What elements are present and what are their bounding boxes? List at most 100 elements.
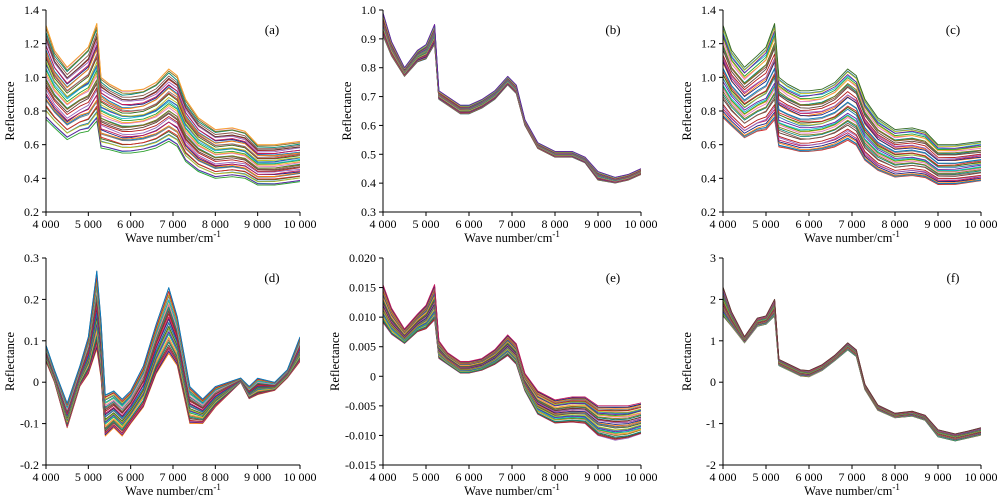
y-tick-label: 0 (33, 375, 39, 389)
spectrum-line (723, 68, 981, 165)
y-tick-label: 0.8 (701, 104, 716, 118)
y-axis-label: Reflectance (680, 81, 694, 140)
y-tick-label: 1.4 (24, 3, 39, 17)
x-tick-label: 8 000 (882, 470, 909, 484)
spectrum-line (723, 67, 981, 164)
spectrum-line (723, 71, 981, 166)
y-tick-label: 1.0 (361, 3, 376, 17)
x-tick-label: 5 000 (413, 470, 440, 484)
x-tick-label: 6 000 (456, 470, 483, 484)
y-tick-label: 0.005 (349, 340, 376, 354)
panel-label: (a) (265, 22, 279, 37)
spectrum-line (723, 293, 981, 436)
spectrum-line (723, 309, 981, 440)
spectrum-line (46, 312, 300, 419)
x-tick-label: 9 000 (925, 217, 952, 231)
spectrum-line (723, 116, 981, 185)
x-tick-label: 6 000 (796, 217, 823, 231)
spectrum-line (723, 286, 981, 435)
spectrum-line (723, 294, 981, 437)
y-tick-label: -0.005 (345, 399, 376, 413)
spectrum-line (46, 28, 300, 148)
x-tick-label: 10 000 (625, 217, 658, 231)
spectra-curves (46, 270, 300, 437)
spectrum-line (723, 105, 981, 180)
x-tick-label: 7 000 (499, 217, 526, 231)
x-tick-label: 4 000 (370, 217, 397, 231)
x-tick-label: 9 000 (585, 470, 612, 484)
spectrum-line (723, 86, 981, 172)
spectrum-line (723, 110, 981, 182)
x-tick-label: 5 000 (75, 217, 102, 231)
spectrum-line (383, 20, 641, 180)
spectrum-line (383, 16, 641, 179)
spectrum-line (46, 93, 300, 175)
spectrum-line (46, 116, 300, 185)
y-tick-label: -0.010 (345, 428, 376, 442)
spectrum-line (46, 26, 300, 147)
x-tick-label: 10 000 (965, 470, 998, 484)
spectrum-line (383, 15, 641, 179)
spectrum-line (723, 84, 981, 171)
y-tick-label: -0.015 (345, 458, 376, 472)
y-tick-label: 0.8 (24, 104, 39, 118)
chart-panel-2: 0.3 0.4 0.5 0.6 0.7 0.8 0.9 1.0 4 000 5 000 6 000 7… (340, 3, 658, 245)
y-tick-label: 0.6 (24, 138, 39, 152)
spectra-curves (723, 23, 981, 185)
y-tick-label: 0.1 (24, 334, 39, 348)
x-tick-label: 7 000 (839, 470, 866, 484)
y-tick-label: 0.4 (361, 176, 376, 190)
spectrum-line (46, 323, 300, 424)
spectrum-line (723, 88, 981, 173)
spectrum-line (46, 53, 300, 158)
spectrum-line (383, 21, 641, 181)
x-axis-label: Wave number/cm-1 (125, 482, 221, 498)
spectrum-line (723, 117, 981, 185)
spectrum-line (383, 18, 641, 180)
spectrum-line (723, 315, 981, 442)
spectrum-line (723, 103, 981, 179)
spectra-curves (383, 284, 641, 441)
spectrum-line (723, 81, 981, 170)
spectrum-line (723, 60, 981, 161)
spectrum-line (723, 313, 981, 441)
spectrum-line (383, 297, 641, 420)
spectrum-line (723, 314, 981, 442)
spectrum-line (46, 55, 300, 159)
spectrum-line (383, 318, 641, 440)
x-tick-label: 4 000 (33, 217, 60, 231)
y-tick-label: 0.9 (361, 32, 376, 46)
x-tick-label: 4 000 (710, 470, 737, 484)
spectrum-line (723, 32, 981, 150)
spectrum-line (46, 35, 300, 151)
spectrum-line (383, 18, 641, 180)
x-tick-label: 7 000 (839, 217, 866, 231)
y-tick-label: 0.5 (361, 147, 376, 161)
spectrum-line (46, 45, 300, 155)
spectrum-line (383, 316, 641, 438)
spectrum-line (723, 289, 981, 436)
spectrum-line (723, 291, 981, 436)
x-tick-label: 8 000 (202, 470, 229, 484)
spectrum-line (46, 98, 300, 177)
x-tick-label: 6 000 (117, 470, 144, 484)
spectrum-line (723, 112, 981, 183)
x-axis-label: Wave number/cm-1 (804, 482, 900, 498)
panel-label: (c) (946, 22, 960, 37)
y-tick-label: 1.4 (701, 3, 716, 17)
panel-label: (d) (264, 270, 279, 285)
spectrum-line (723, 294, 981, 437)
x-tick-label: 6 000 (796, 470, 823, 484)
spectrum-line (46, 81, 300, 170)
spectrum-line (46, 47, 300, 156)
x-tick-label: 6 000 (117, 217, 144, 231)
spectrum-line (383, 13, 641, 178)
x-axis-label: Wave number/cm-1 (125, 229, 221, 245)
spectrum-line (383, 12, 641, 178)
spectrum-line (723, 289, 981, 436)
x-tick-label: 6 000 (456, 217, 483, 231)
y-tick-label: -1 (706, 417, 716, 431)
spectrum-line (46, 57, 300, 160)
spectrum-line (723, 53, 981, 158)
spectrum-line (46, 72, 300, 166)
